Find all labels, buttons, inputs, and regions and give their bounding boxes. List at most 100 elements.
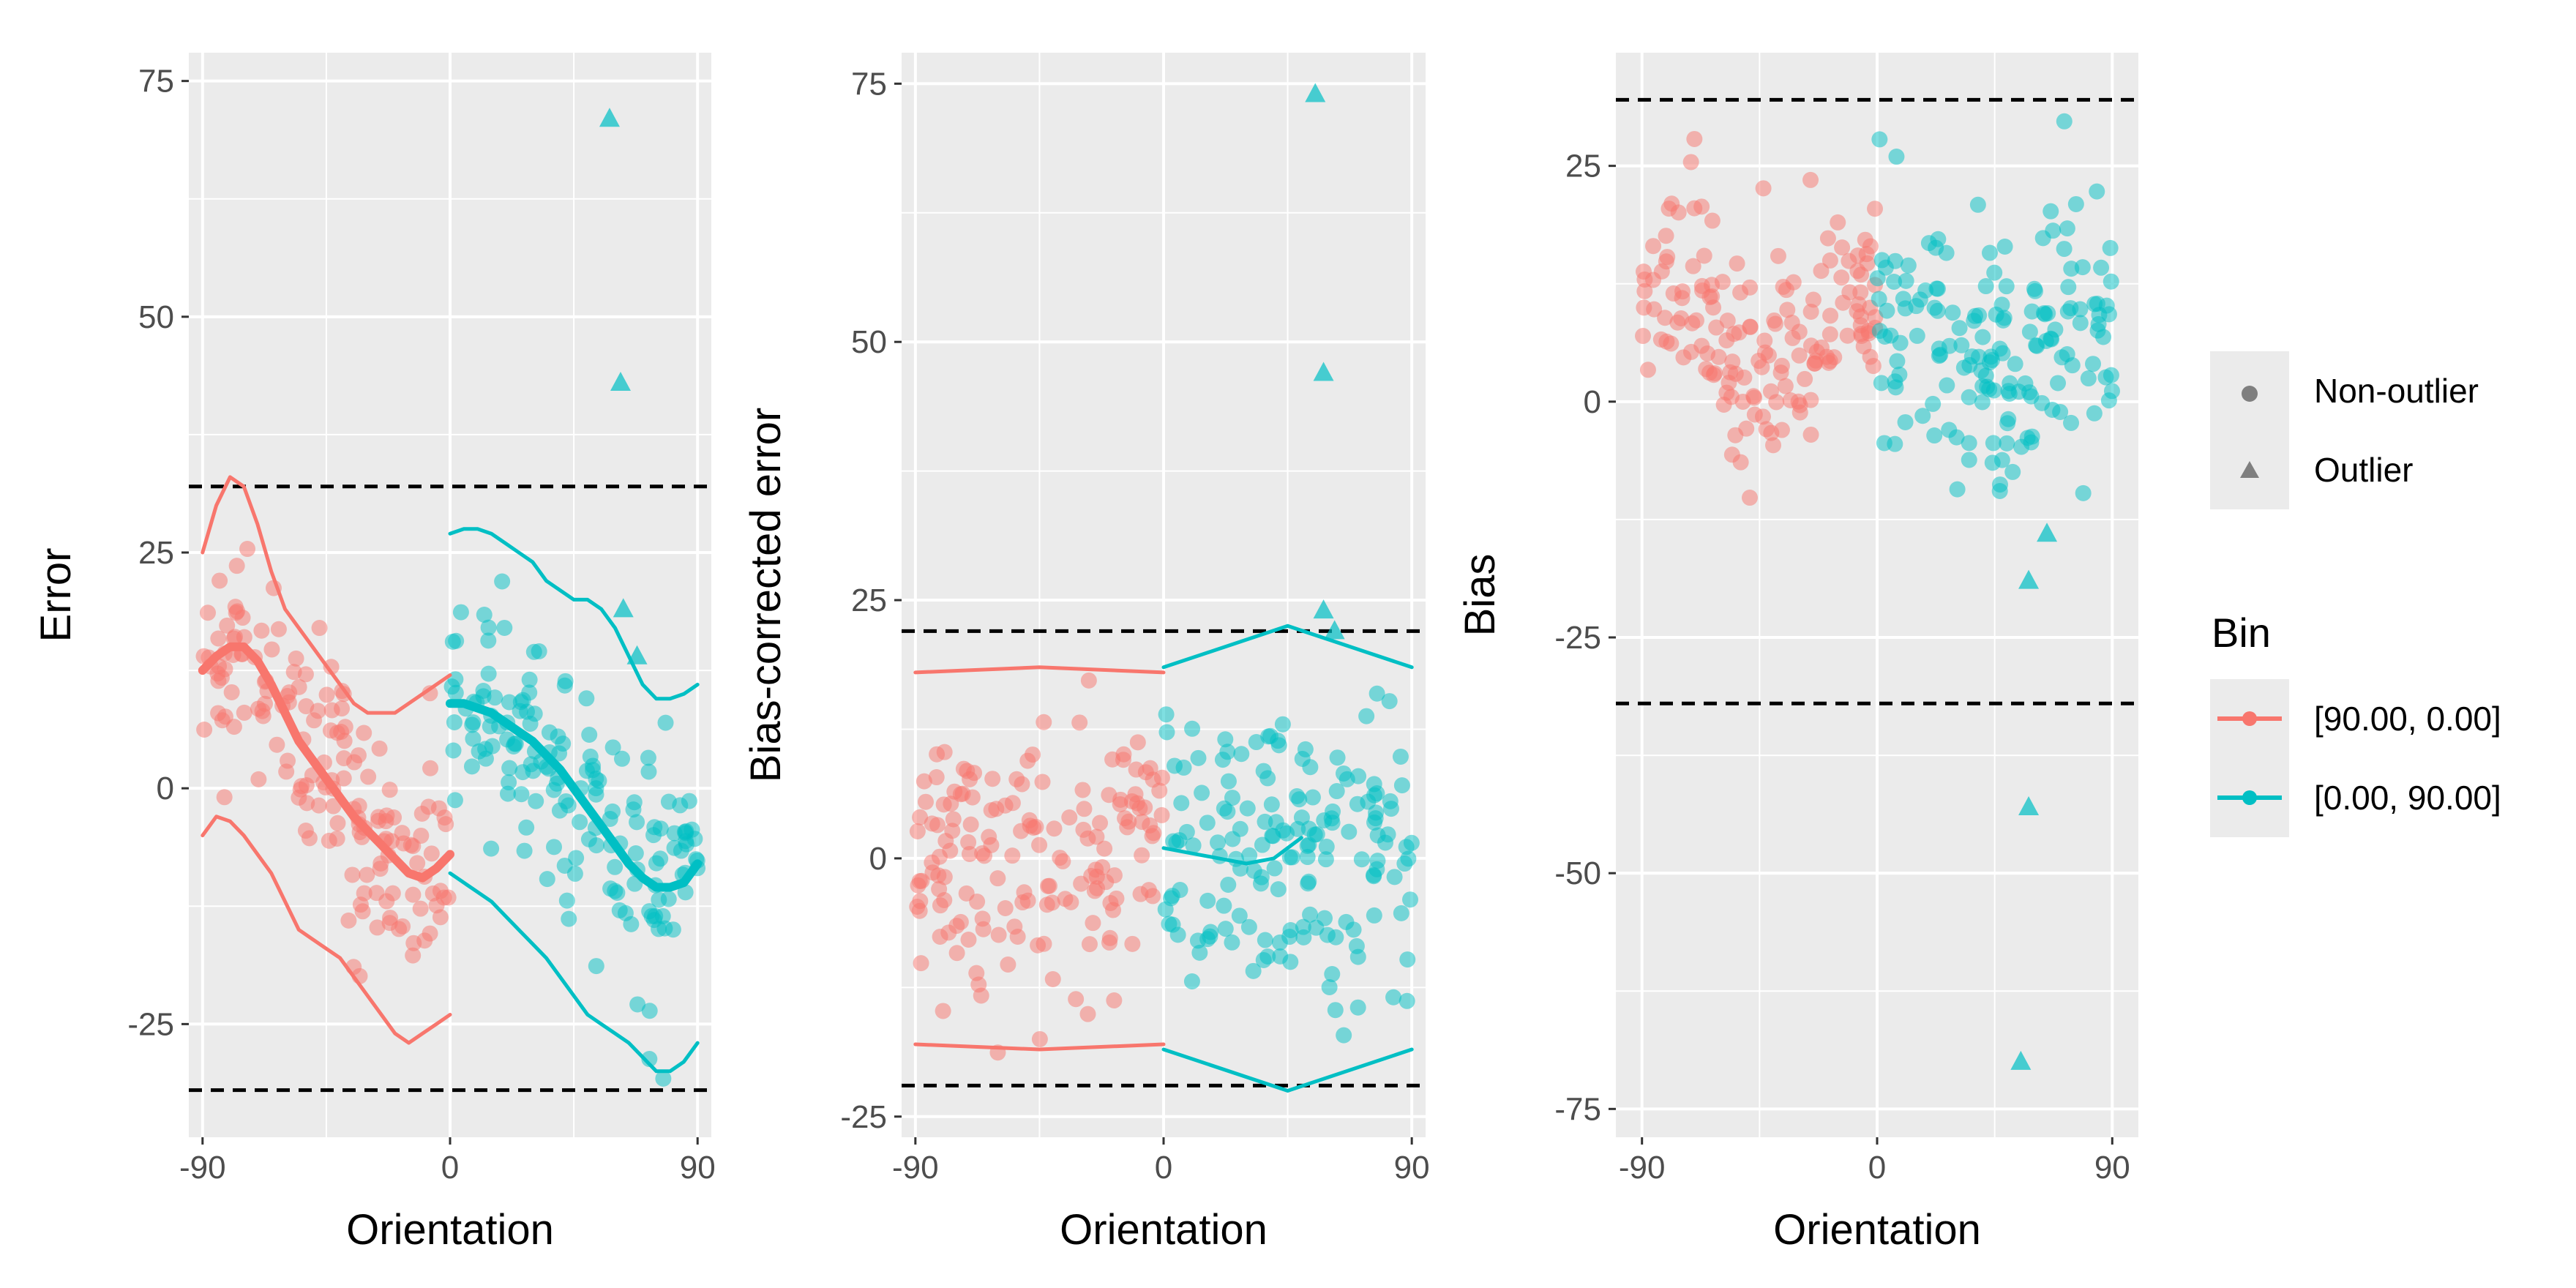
point-bin-a	[1112, 791, 1129, 808]
point-bin-b	[1928, 239, 1944, 256]
point-bin-b	[525, 763, 542, 779]
point-bin-b	[1199, 892, 1216, 909]
point-bin-b	[1871, 131, 1888, 148]
point-bin-a	[1036, 935, 1052, 952]
point-bin-a	[1770, 247, 1786, 264]
point-bin-b	[1879, 302, 1895, 319]
point-bin-a	[310, 797, 327, 814]
x-tick-label: 90	[1394, 1150, 1430, 1186]
outlier-point	[1313, 599, 1334, 619]
point-bin-b	[2026, 280, 2043, 297]
point-bin-a	[1094, 859, 1111, 876]
outlier-point	[613, 598, 634, 618]
point-bin-b	[2007, 356, 2023, 372]
point-bin-a	[1636, 282, 1653, 299]
point-bin-a	[1736, 369, 1753, 386]
point-bin-b	[1393, 777, 1410, 794]
point-bin-b	[1887, 373, 1903, 390]
point-bin-b	[1324, 966, 1341, 983]
point-bin-a	[325, 798, 342, 815]
point-bin-b	[1914, 408, 1931, 424]
point-bin-a	[1853, 326, 1870, 342]
panel-bias: -90 0 90 -75 -50 -25 0 25 Orientation Bias	[1456, 53, 2138, 1254]
point-bin-b	[1275, 822, 1292, 839]
point-bin-b	[1327, 1002, 1344, 1019]
point-bin-b	[1382, 801, 1399, 817]
point-bin-a	[356, 724, 372, 741]
legend-label-outlier: Outlier	[2314, 451, 2413, 489]
point-bin-a	[948, 945, 965, 962]
point-bin-b	[2091, 307, 2108, 323]
point-bin-a	[975, 921, 992, 937]
point-bin-a	[1665, 285, 1682, 302]
point-bin-b	[2062, 300, 2079, 317]
point-bin-a	[1645, 272, 1662, 288]
point-bin-a	[412, 900, 429, 917]
point-bin-a	[1819, 348, 1835, 365]
y-axis-title: Bias-corrected error	[742, 408, 790, 782]
point-bin-a	[984, 771, 1001, 787]
point-bin-b	[2045, 222, 2062, 239]
point-bin-a	[369, 919, 386, 936]
point-bin-b	[1358, 708, 1375, 724]
point-bin-a	[1013, 823, 1030, 839]
point-bin-a	[239, 541, 256, 558]
point-bin-b	[494, 573, 511, 590]
point-bin-b	[588, 786, 604, 803]
y-axis-title: Error	[32, 548, 80, 643]
point-bin-b	[641, 1051, 658, 1068]
point-bin-b	[1873, 375, 1890, 392]
point-bin-a	[1782, 392, 1799, 409]
point-bin-a	[438, 816, 454, 833]
point-bin-a	[219, 617, 236, 634]
point-bin-a	[288, 650, 304, 667]
point-bin-a	[1635, 328, 1652, 345]
point-bin-b	[1338, 771, 1355, 787]
point-bin-b	[1282, 954, 1299, 970]
point-bin-a	[1657, 310, 1674, 326]
point-bin-a	[1645, 238, 1662, 255]
outlier-point	[1305, 83, 1326, 102]
point-bin-a	[1073, 875, 1090, 892]
point-bin-b	[1210, 834, 1227, 851]
point-bin-a	[1821, 326, 1838, 342]
point-bin-a	[1835, 294, 1852, 311]
point-bin-b	[1399, 951, 1416, 968]
point-bin-a	[1670, 204, 1687, 221]
point-bin-a	[423, 845, 440, 862]
point-bin-b	[1984, 454, 2001, 471]
point-bin-a	[382, 910, 399, 926]
point-bin-a	[409, 855, 426, 872]
point-bin-a	[945, 811, 962, 828]
outlier-point	[599, 108, 620, 127]
point-bin-a	[1802, 392, 1819, 408]
point-bin-b	[625, 801, 642, 818]
point-bin-b	[1274, 716, 1291, 733]
point-bin-b	[1172, 882, 1188, 899]
point-bin-a	[405, 947, 422, 964]
point-bin-b	[521, 671, 538, 688]
point-bin-b	[2017, 375, 2034, 392]
legend: Non-outlier Outlier Bin [90.00, 0.00] [0…	[2210, 351, 2501, 837]
point-bin-a	[1756, 332, 1773, 349]
point-bin-b	[2103, 367, 2119, 383]
point-bin-a	[1034, 774, 1051, 790]
point-bin-b	[480, 619, 497, 636]
point-bin-b	[2102, 239, 2119, 256]
point-bin-b	[1999, 435, 2015, 452]
point-bin-a	[942, 842, 959, 859]
point-bin-a	[1855, 338, 1872, 355]
point-bin-a	[1802, 171, 1819, 188]
point-bin-b	[1248, 734, 1265, 751]
point-bin-b	[480, 632, 497, 649]
point-bin-b	[463, 758, 480, 775]
point-bin-b	[1185, 837, 1202, 854]
point-bin-b	[484, 738, 501, 755]
point-bin-a	[1119, 819, 1136, 836]
point-bin-a	[1830, 214, 1846, 231]
point-bin-a	[924, 815, 940, 832]
point-bin-b	[581, 727, 598, 744]
y-tick-label: 50	[138, 299, 174, 335]
point-bin-b	[2086, 405, 2103, 422]
point-bin-a	[1772, 364, 1789, 381]
